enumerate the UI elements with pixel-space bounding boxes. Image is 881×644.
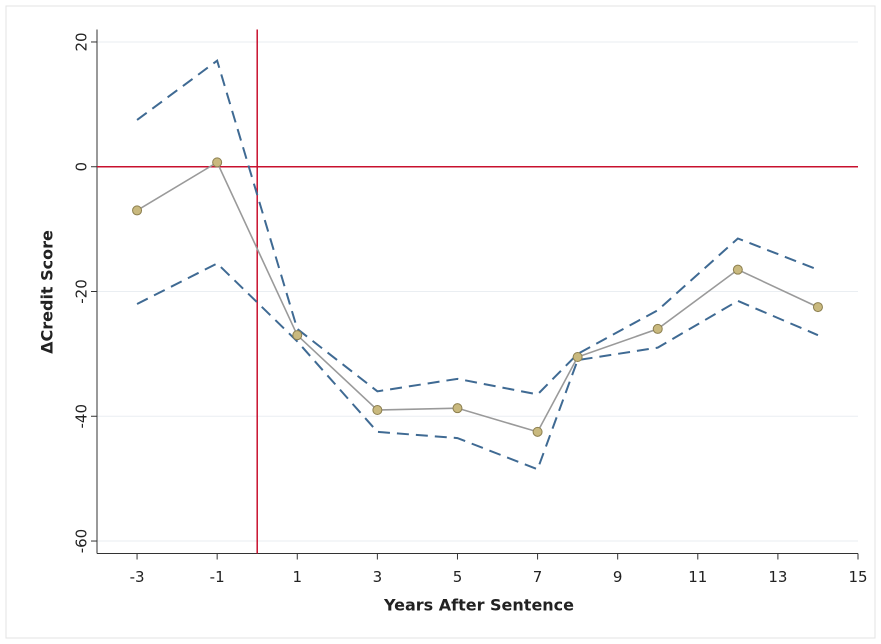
- x-tick-label: 13: [768, 568, 787, 586]
- x-tick-label: -3: [130, 568, 145, 586]
- point: [212, 157, 223, 168]
- x-tick-label: 15: [848, 568, 867, 586]
- x-axis-title: Years After Sentence: [383, 596, 574, 615]
- point: [452, 403, 463, 414]
- x-tick-label: 5: [453, 568, 463, 586]
- y-tick-label: -40: [73, 404, 91, 429]
- y-tick-label: 0: [73, 162, 91, 172]
- point: [532, 426, 543, 437]
- x-tick-label: 3: [373, 568, 383, 586]
- point: [132, 205, 143, 216]
- ci-line: [136, 59, 819, 396]
- x-tick-label: 7: [533, 568, 543, 586]
- point: [652, 323, 663, 334]
- x-tick-label: -1: [210, 568, 225, 586]
- x-tick-label: 1: [292, 568, 302, 586]
- ci-line: [136, 262, 819, 471]
- point: [732, 264, 743, 275]
- point: [292, 330, 303, 341]
- estimate-line: [136, 161, 819, 433]
- point: [572, 352, 583, 362]
- y-tick-label: 20: [73, 32, 91, 51]
- y-axis-title: ΔCredit Score: [38, 230, 57, 354]
- y-tick-label: -20: [73, 279, 91, 304]
- point: [372, 405, 383, 416]
- point: [812, 302, 823, 313]
- y-tick-label: -60: [73, 529, 91, 554]
- frame: [5, 5, 876, 639]
- x-tick-label: 11: [688, 568, 707, 586]
- x-tick-label: 9: [613, 568, 623, 586]
